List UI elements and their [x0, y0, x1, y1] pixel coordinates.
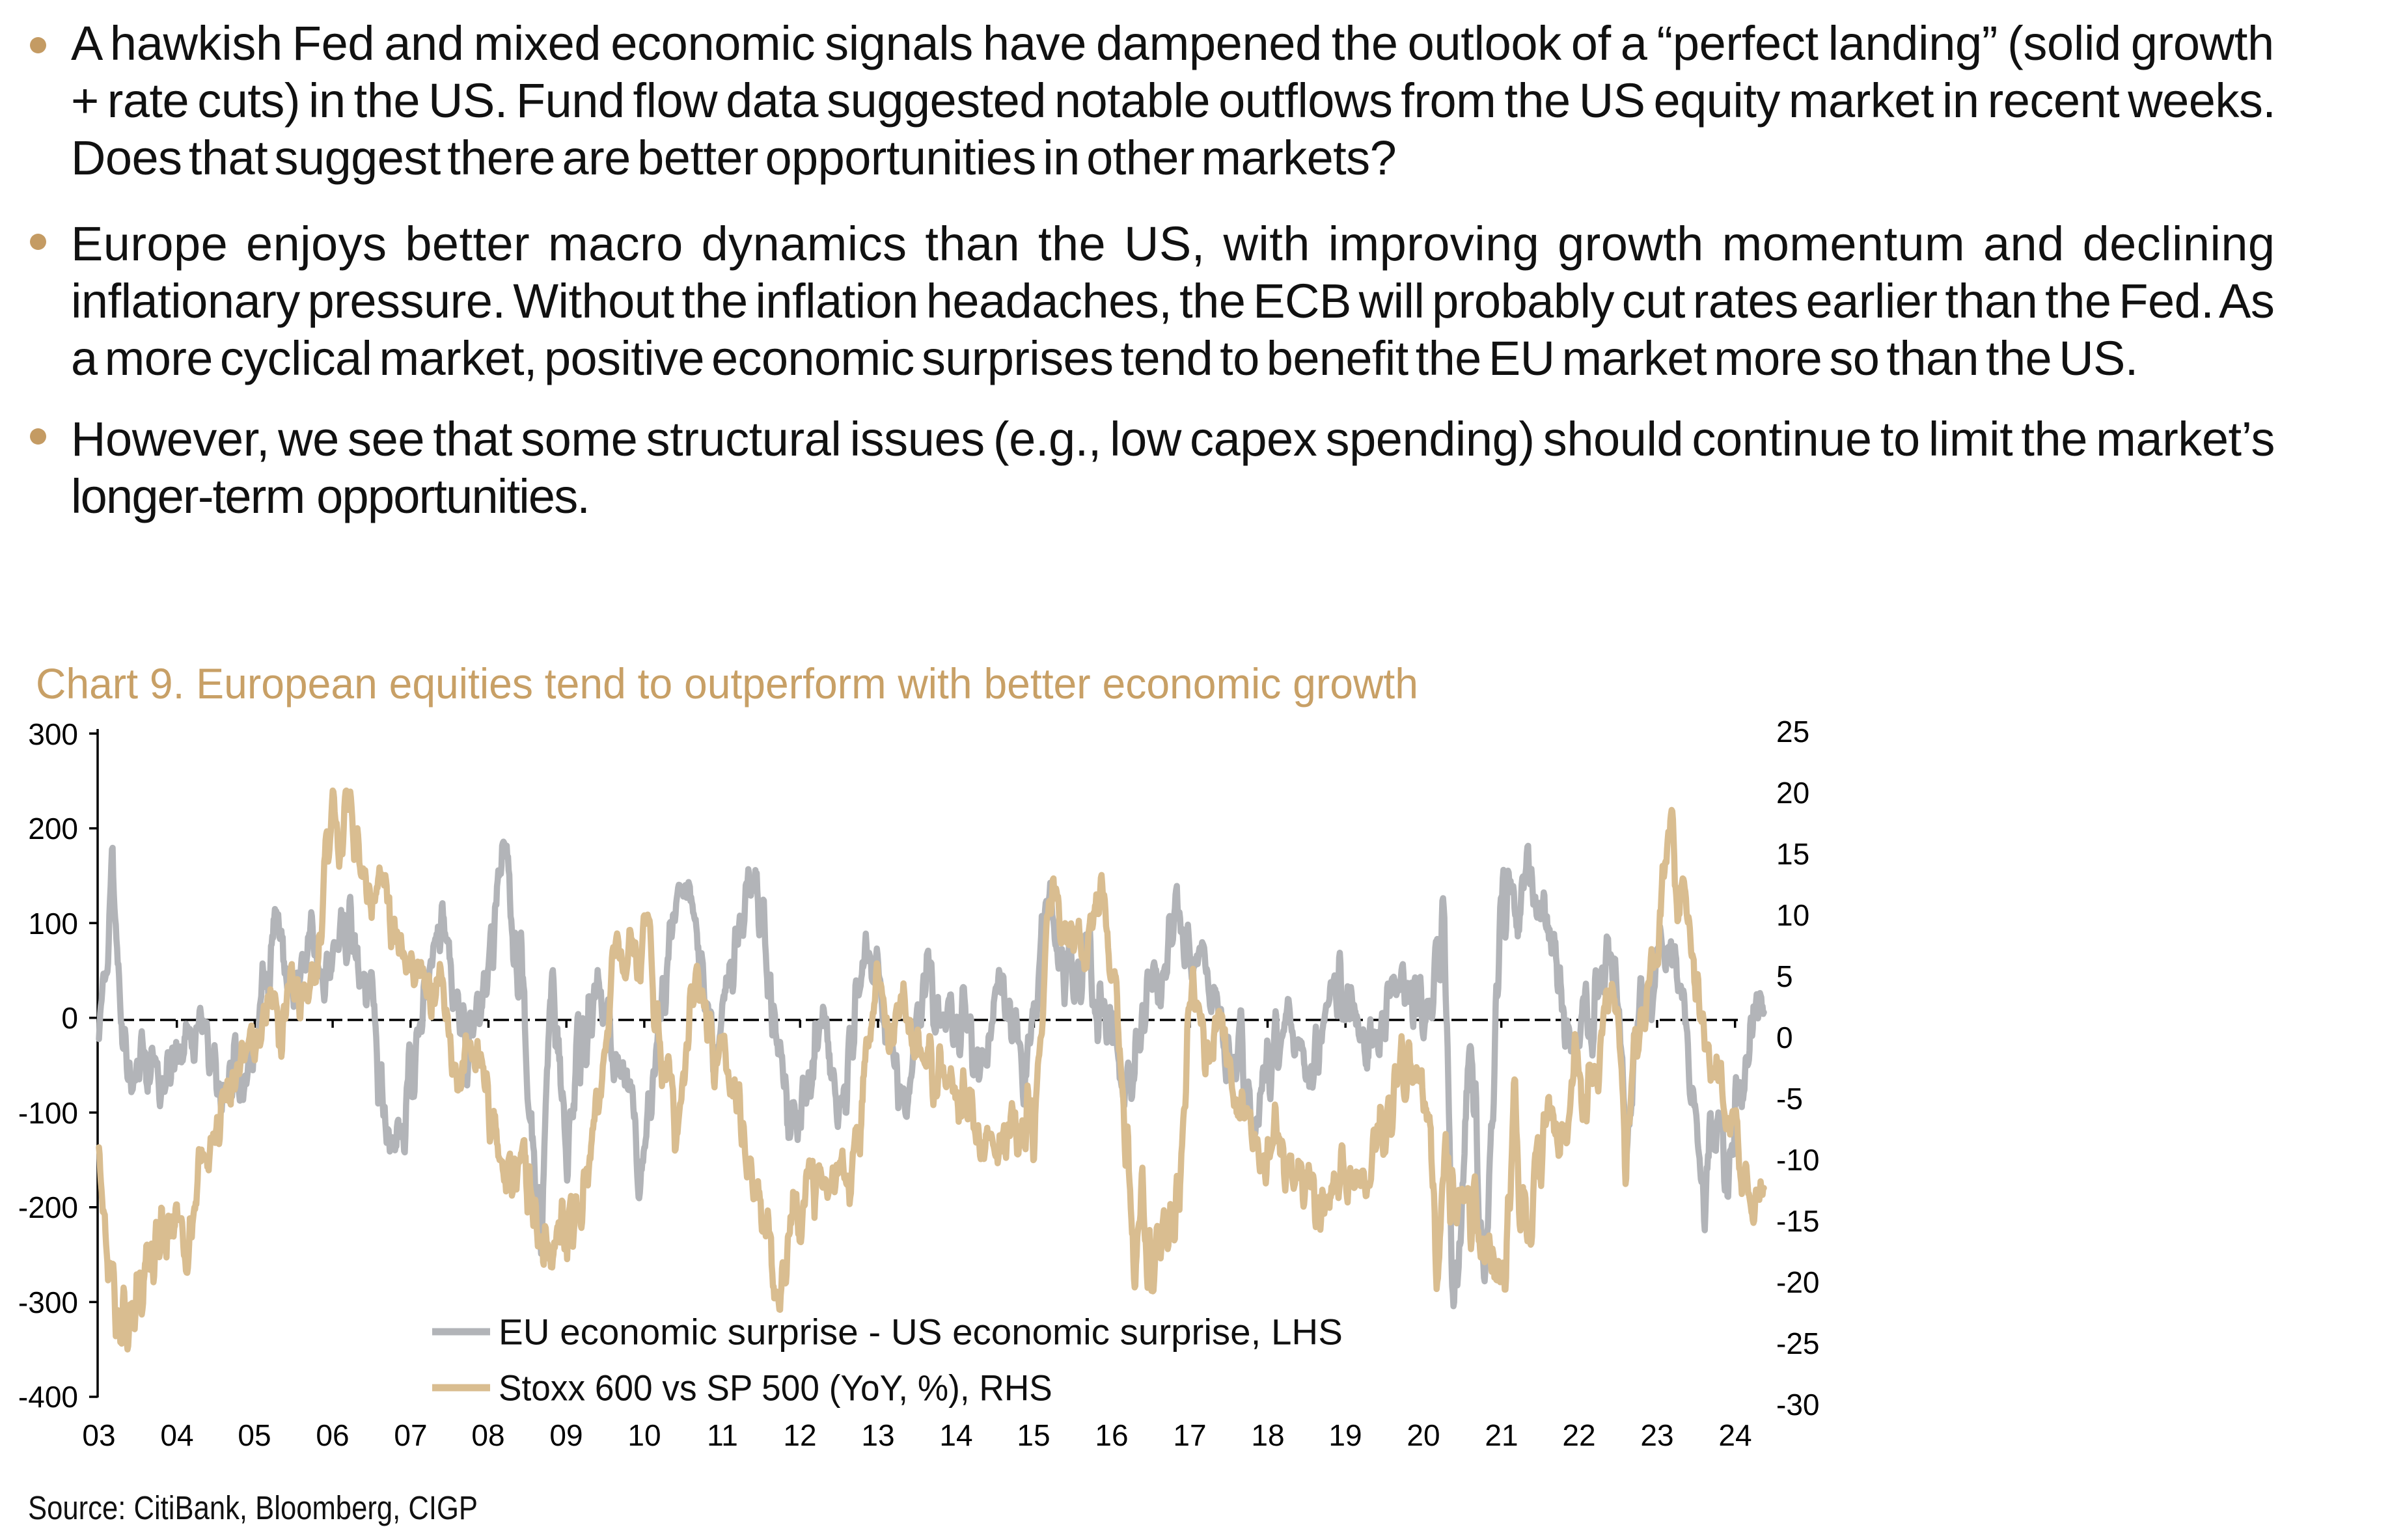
svg-text:20: 20: [1776, 776, 1809, 810]
svg-text:-25: -25: [1776, 1327, 1819, 1360]
svg-text:EU economic surprise - US econ: EU economic surprise - US economic surpr…: [499, 1312, 1343, 1353]
svg-text:23: 23: [1640, 1418, 1673, 1452]
svg-text:-200: -200: [18, 1190, 78, 1224]
svg-text:300: 300: [28, 717, 78, 751]
svg-text:16: 16: [1095, 1418, 1128, 1452]
svg-text:20: 20: [1407, 1418, 1440, 1452]
svg-text:15: 15: [1776, 837, 1809, 871]
svg-text:100: 100: [28, 907, 78, 941]
svg-text:5: 5: [1776, 959, 1793, 993]
svg-text:-400: -400: [18, 1380, 78, 1414]
svg-text:08: 08: [471, 1418, 504, 1452]
svg-text:-300: -300: [18, 1286, 78, 1319]
svg-text:14: 14: [939, 1418, 972, 1452]
svg-text:04: 04: [160, 1418, 193, 1452]
svg-text:0: 0: [1776, 1021, 1793, 1054]
svg-text:21: 21: [1485, 1418, 1518, 1452]
svg-text:22: 22: [1562, 1418, 1595, 1452]
svg-text:-20: -20: [1776, 1265, 1819, 1299]
svg-text:-10: -10: [1776, 1143, 1819, 1177]
svg-text:13: 13: [861, 1418, 894, 1452]
svg-text:200: 200: [28, 812, 78, 846]
svg-text:17: 17: [1173, 1418, 1206, 1452]
svg-text:12: 12: [783, 1418, 816, 1452]
svg-text:Stoxx 600 vs SP 500 (YoY, %),: Stoxx 600 vs SP 500 (YoY, %), RHS: [499, 1368, 1052, 1409]
svg-text:18: 18: [1251, 1418, 1284, 1452]
svg-text:11: 11: [707, 1418, 738, 1452]
svg-text:-30: -30: [1776, 1388, 1819, 1422]
svg-text:05: 05: [238, 1418, 271, 1452]
svg-text:0: 0: [61, 1001, 78, 1035]
svg-text:24: 24: [1718, 1418, 1751, 1452]
svg-text:09: 09: [549, 1418, 583, 1452]
svg-text:-100: -100: [18, 1096, 78, 1130]
svg-text:07: 07: [394, 1418, 427, 1452]
svg-text:25: 25: [1776, 715, 1809, 749]
svg-text:10: 10: [627, 1418, 661, 1452]
svg-text:10: 10: [1776, 898, 1809, 932]
svg-text:19: 19: [1328, 1418, 1362, 1452]
svg-text:-5: -5: [1776, 1082, 1803, 1116]
svg-text:15: 15: [1017, 1418, 1050, 1452]
svg-text:03: 03: [82, 1418, 115, 1452]
svg-text:06: 06: [316, 1418, 349, 1452]
svg-text:-15: -15: [1776, 1204, 1819, 1238]
